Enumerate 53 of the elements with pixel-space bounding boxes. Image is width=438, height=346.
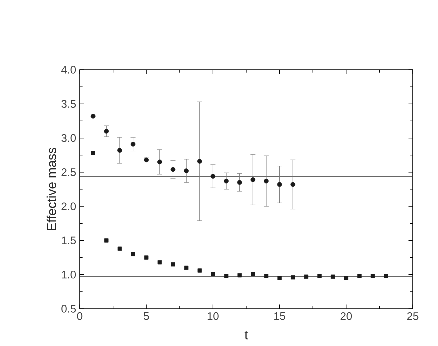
point — [210, 174, 216, 179]
point — [264, 178, 269, 184]
point — [238, 273, 242, 278]
x-tick-label: 0 — [77, 312, 83, 320]
point — [104, 238, 109, 243]
x-tick-label: 25 — [407, 312, 419, 320]
point — [130, 142, 136, 147]
point — [277, 182, 282, 188]
point — [184, 168, 189, 174]
x-tick-label: 5 — [144, 312, 150, 320]
point — [291, 275, 296, 280]
point — [170, 167, 176, 172]
point — [158, 260, 162, 265]
point — [278, 276, 282, 280]
point — [264, 274, 269, 278]
point — [118, 246, 122, 251]
point — [224, 274, 229, 278]
point — [344, 276, 348, 280]
point — [384, 274, 388, 278]
y-tick-label: 1.0 — [62, 270, 76, 279]
y-tick-label: 3.5 — [62, 100, 76, 108]
point — [197, 159, 202, 164]
point — [118, 148, 122, 153]
y-tick-label: 0.5 — [62, 305, 76, 313]
point — [184, 266, 189, 270]
point — [251, 272, 256, 276]
point — [131, 252, 136, 256]
point — [91, 151, 96, 156]
y-axis-title: Effective mass — [46, 148, 56, 230]
point — [250, 178, 256, 182]
x-axis-title: t — [244, 331, 248, 340]
point — [224, 178, 229, 184]
y-tick-label: 2.0 — [62, 202, 76, 210]
point — [318, 274, 322, 278]
point — [290, 182, 296, 188]
point — [304, 274, 309, 279]
y-tick-label: 4.0 — [61, 66, 76, 74]
y-tick-label: 2.5 — [62, 168, 76, 176]
y-tick-label: 1.5 — [62, 236, 76, 245]
point — [158, 160, 162, 165]
point — [330, 274, 336, 279]
point — [104, 129, 110, 134]
point — [171, 262, 176, 267]
x-tick-label: 20 — [340, 312, 352, 320]
x-tick-label: 15 — [274, 312, 286, 320]
point — [144, 256, 149, 260]
point — [358, 274, 362, 278]
point — [211, 272, 216, 276]
point — [370, 274, 376, 278]
x-tick-label: 10 — [208, 312, 219, 320]
point — [237, 180, 242, 186]
y-tick-label: 3.0 — [62, 134, 76, 142]
point — [198, 268, 202, 273]
